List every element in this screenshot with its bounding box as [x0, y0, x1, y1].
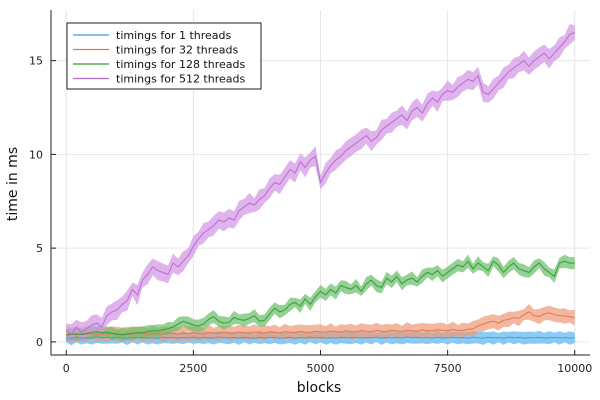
x-tick-label-0: 0	[63, 362, 70, 375]
series-lines	[65, 32, 575, 340]
legend-label-0: timings for 1 threads	[116, 29, 231, 42]
x-tick-label-3: 7500	[434, 362, 462, 375]
y-tick-label-3: 15	[29, 55, 43, 68]
series-band-2	[66, 254, 575, 342]
x-tick-label-2: 5000	[307, 362, 335, 375]
series-line-1	[66, 311, 575, 336]
y-tick-label-2: 10	[29, 148, 43, 161]
y-tick-label-0: 0	[36, 336, 43, 349]
x-axis-label: blocks	[297, 380, 341, 396]
legend: timings for 1 threads timings for 32 thre…	[66, 22, 262, 90]
y-axis-label: time in ms	[5, 147, 21, 221]
series-line-3	[65, 32, 575, 336]
x-tick-label-4: 10000	[557, 362, 592, 375]
legend-label-2: timings for 128 threads	[116, 58, 245, 71]
series-line-0	[66, 336, 575, 340]
legend-label-3: timings for 512 threads	[116, 73, 245, 86]
series-band-3	[66, 24, 575, 345]
axes	[50, 10, 590, 356]
series-line-2	[66, 260, 575, 336]
x-tick-label-1: 2500	[179, 362, 207, 375]
y-tick-label-1: 5	[36, 242, 43, 255]
tick-labels: 0 2500 5000 7500 10000 0 5 10 15	[29, 55, 592, 375]
legend-label-1: timings for 32 threads	[116, 44, 238, 57]
